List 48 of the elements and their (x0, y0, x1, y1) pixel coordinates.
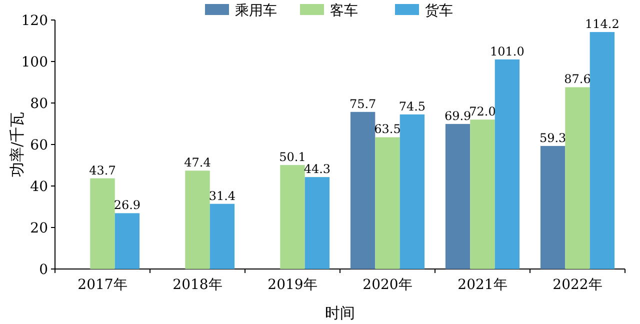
data-label: 69.9 (444, 108, 472, 123)
legend-label: 货车 (425, 3, 453, 19)
bar (494, 59, 520, 269)
y-tick-label: 60 (30, 138, 48, 154)
bar (590, 32, 615, 269)
legend-label: 乘用车 (235, 3, 277, 19)
x-tick-label: 2019年 (268, 277, 318, 293)
bar (350, 112, 376, 269)
bar (304, 177, 330, 269)
data-label: 50.1 (279, 150, 306, 164)
data-label: 26.9 (114, 198, 141, 212)
data-label: 72.0 (469, 104, 496, 119)
x-tick-label: 2022年 (552, 277, 602, 293)
data-label: 101.0 (490, 44, 524, 58)
bar (185, 170, 210, 269)
y-tick-label: 20 (30, 220, 48, 236)
data-label: 47.4 (184, 156, 212, 170)
bar (210, 204, 235, 269)
bar (540, 146, 566, 269)
bar (90, 178, 115, 269)
bar (280, 165, 305, 269)
data-label: 63.5 (374, 122, 401, 136)
y-tick-label: 0 (39, 262, 48, 278)
y-tick-label: 120 (21, 13, 48, 29)
y-tick-label: 80 (30, 96, 48, 112)
data-label: 31.4 (208, 188, 236, 203)
y-tick-label: 40 (30, 179, 48, 195)
data-label: 87.6 (564, 72, 591, 86)
x-tick-label: 2018年 (172, 277, 222, 293)
x-tick-label: 2021年 (458, 277, 508, 293)
bar (114, 213, 140, 269)
data-label: 59.3 (539, 130, 566, 145)
legend-label: 客车 (330, 3, 358, 19)
data-label: 44.3 (304, 162, 331, 176)
bar (565, 87, 590, 269)
data-label: 114.2 (585, 17, 620, 32)
data-label: 43.7 (89, 163, 116, 178)
x-tick-label: 2020年 (362, 277, 412, 293)
data-label: 75.7 (349, 96, 376, 111)
bar (470, 120, 495, 269)
bar (445, 124, 470, 269)
data-label: 74.5 (398, 99, 426, 114)
bar (400, 114, 425, 269)
y-axis-title: 功率/千瓦 (8, 112, 26, 178)
x-tick-label: 2017年 (78, 277, 128, 293)
bar (375, 137, 400, 269)
y-tick-label: 100 (21, 54, 48, 70)
x-axis-title: 时间 (325, 304, 355, 322)
